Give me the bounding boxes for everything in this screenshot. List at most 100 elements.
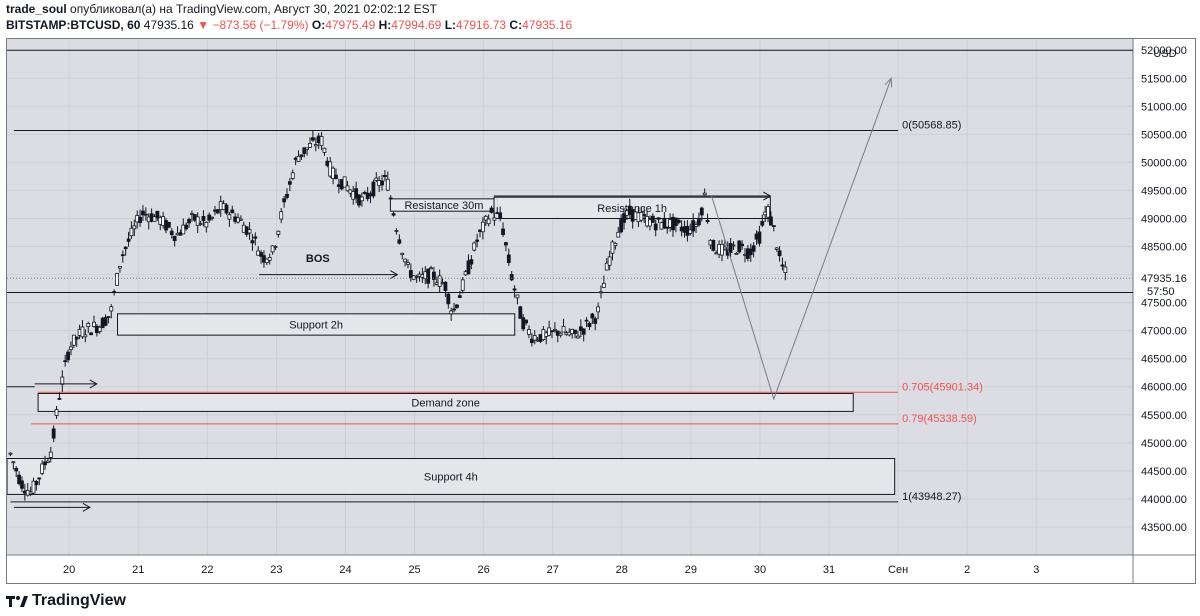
candle-body: [273, 246, 278, 248]
candle-body: [457, 295, 462, 298]
time-axis-panel[interactable]: [7, 555, 1195, 583]
candle-body: [599, 291, 603, 294]
candle-body: [662, 219, 667, 229]
price-chart[interactable]: USD 43500.00 44000.00 44500.00 45000.00 45500…: [7, 39, 1195, 583]
x-tick-label: 25: [408, 564, 420, 576]
arrow-head-icon: [89, 379, 98, 389]
candle-body: [432, 271, 436, 280]
candle-body: [106, 316, 111, 318]
candle-body: [472, 242, 477, 251]
candle-body: [132, 225, 137, 230]
candle-body: [561, 325, 566, 333]
candle-body: [518, 306, 523, 319]
candle-body: [89, 332, 94, 336]
candle-body: [224, 204, 229, 214]
candle-body: [11, 461, 16, 464]
zone-box[interactable]: [7, 458, 896, 495]
candle-body: [204, 222, 209, 228]
x-tick-label: 29: [685, 564, 697, 576]
x-tick-label: 21: [132, 564, 144, 576]
last-price: 47935.16: [143, 18, 194, 32]
candle-body: [429, 267, 433, 270]
zone-box[interactable]: [117, 313, 516, 336]
candle-body: [152, 216, 157, 222]
y-tick-label: 44000.00: [1141, 494, 1187, 506]
candle-body: [769, 216, 773, 226]
price-axis-panel[interactable]: [1133, 39, 1195, 583]
candle-body: [31, 480, 36, 494]
candle-body: [383, 175, 387, 178]
y-tick-label: 44500.00: [1141, 466, 1187, 478]
candle-body: [115, 273, 119, 286]
candle-body: [601, 282, 606, 288]
last-price-box: [1134, 270, 1194, 299]
x-tick-label: 3: [1033, 564, 1039, 576]
candle-body: [501, 228, 505, 235]
change-down-icon: ▼: [197, 18, 210, 32]
candle-body: [138, 216, 142, 223]
arrow-head-icon: [763, 191, 772, 201]
x-tick-label: 20: [63, 564, 75, 576]
candle-body: [504, 242, 508, 246]
candle-body: [187, 219, 191, 224]
candle-body: [155, 210, 160, 219]
candle-body: [783, 266, 788, 273]
y-tick-label: 49000.00: [1141, 213, 1187, 225]
tradingview-brand[interactable]: TradingView: [32, 592, 126, 609]
y-tick-label: 48500.00: [1141, 242, 1187, 254]
candle-body: [403, 258, 407, 263]
candle-body: [515, 294, 520, 299]
candle-body: [195, 216, 200, 226]
candle-body: [509, 274, 514, 281]
candle-body: [143, 213, 148, 216]
candle-body: [619, 219, 624, 233]
tradingview-footer: TradingView: [6, 592, 126, 610]
x-tick-label: 24: [339, 564, 351, 576]
last-price-label: 47935.16: [1141, 273, 1187, 285]
candle-body: [455, 304, 459, 308]
candle-body: [650, 215, 655, 223]
candle-body: [437, 275, 442, 287]
candle-body: [71, 334, 76, 346]
candle-body: [460, 279, 465, 291]
zone-label: Support 2h: [289, 319, 343, 331]
candle-body: [342, 176, 347, 188]
x-tick-label: 31: [823, 564, 835, 576]
candle-body: [247, 229, 252, 234]
candle-body: [296, 155, 301, 162]
candle-body: [777, 250, 782, 257]
candle-body: [552, 328, 557, 331]
symbol-label[interactable]: BITSTAMP:BTCUSD, 60: [6, 18, 141, 32]
candle-body: [489, 207, 494, 213]
level-label: 1(43948.27): [902, 491, 961, 503]
candle-body: [63, 360, 68, 363]
level-label: 0(50568.85): [902, 119, 961, 131]
candle-body: [642, 214, 647, 216]
candle-body: [112, 291, 117, 294]
candle-body: [573, 329, 577, 334]
ohlc-line: BITSTAMP:BTCUSD, 60 47935.16 ▼ −873.56 (…: [6, 18, 572, 32]
candle-body: [14, 467, 19, 472]
zone-label: Resistance 1h: [597, 203, 667, 215]
candle-body: [705, 219, 710, 223]
x-tick-label: 26: [478, 564, 490, 576]
candle-body: [97, 326, 102, 332]
candle-body: [475, 239, 480, 242]
candle-body: [498, 212, 503, 219]
candle-body: [446, 293, 451, 305]
candle-body: [54, 409, 59, 416]
candle-body: [385, 178, 390, 191]
candle-body: [414, 275, 419, 278]
candle-body: [60, 376, 65, 385]
candle-body: [313, 144, 318, 147]
candle-body: [760, 221, 765, 226]
chart-area[interactable]: USD 43500.00 44000.00 44500.00 45000.00 45500…: [6, 38, 1196, 584]
candle-body: [92, 321, 96, 327]
zone-box[interactable]: [37, 392, 854, 412]
candle-body: [172, 235, 177, 242]
projection-path[interactable]: [711, 78, 892, 401]
countdown-label: 57:50: [1147, 286, 1175, 298]
candle-body: [774, 247, 779, 250]
candle-body: [388, 197, 393, 200]
author-name[interactable]: trade_soul: [6, 2, 67, 16]
